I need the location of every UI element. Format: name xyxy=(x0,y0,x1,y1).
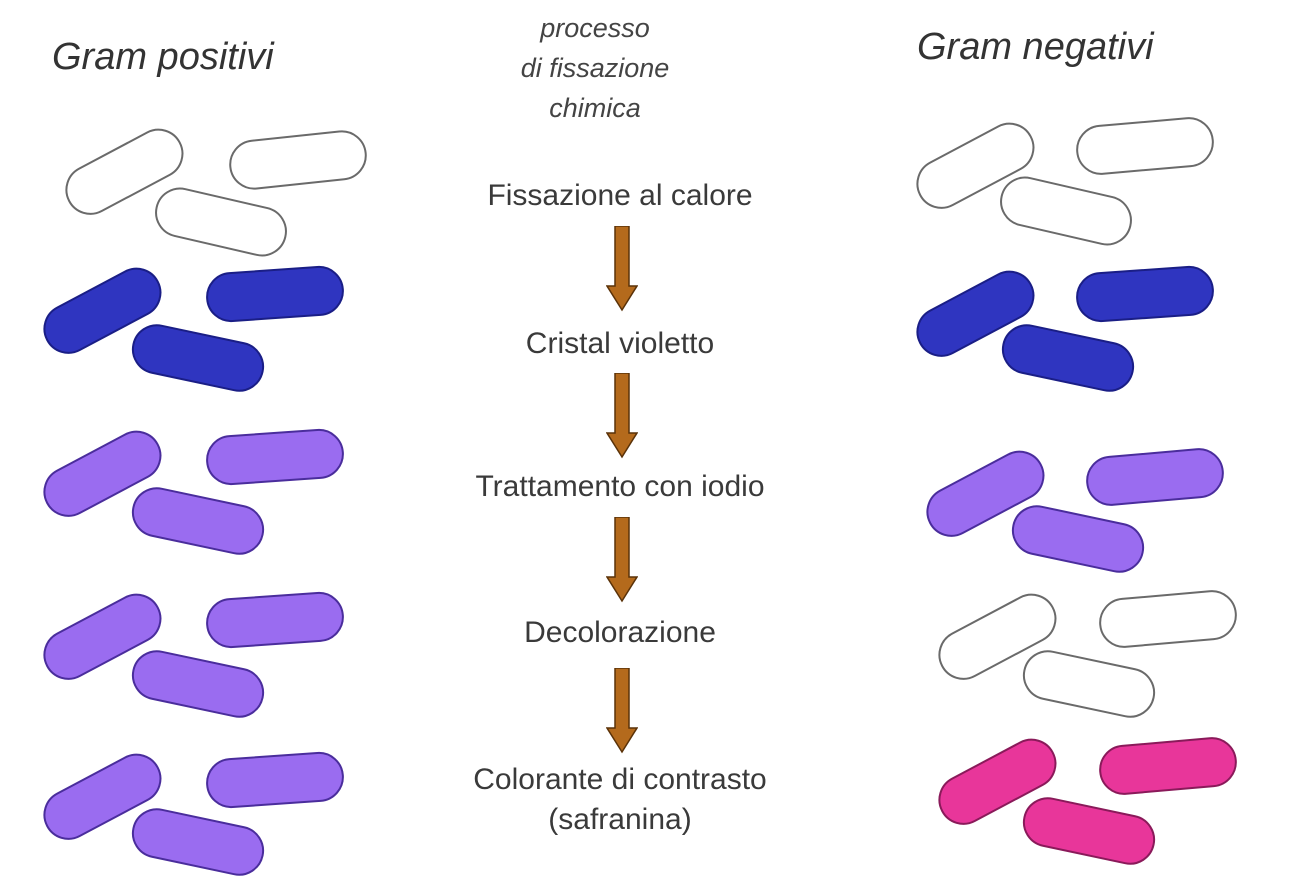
gram-positive-cluster xyxy=(43,591,344,718)
bacterium-rod xyxy=(206,265,344,323)
bacterium-rod xyxy=(916,270,1035,357)
gram-negative-cluster xyxy=(938,590,1237,718)
arrow-shape xyxy=(606,668,638,754)
bacterium-rod xyxy=(1022,650,1156,718)
bacterium-rod xyxy=(43,753,162,840)
gram-positive-cluster xyxy=(43,265,344,392)
step-heat-fixation: Fissazione al calore xyxy=(487,179,753,212)
bacterium-rod xyxy=(1076,265,1214,323)
bacterium-rod xyxy=(1099,737,1237,795)
bacterium-rod xyxy=(65,128,184,215)
step-crystal-violet: Cristal violetto xyxy=(525,327,715,360)
bacterium-rod xyxy=(1022,797,1156,865)
step-counterstain-sublabel: (safranina) xyxy=(548,803,692,836)
process-label: processo di fissazione chimica xyxy=(430,8,760,128)
bacterium-rod xyxy=(206,591,344,649)
gram-negative-cluster xyxy=(916,265,1214,392)
gram-negative-title: Gram negativi xyxy=(917,26,1154,68)
bacterium-rod xyxy=(131,487,265,555)
bacterium-rod xyxy=(938,738,1057,825)
bacterium-rod xyxy=(1086,448,1224,506)
bacterium-rod xyxy=(926,450,1045,537)
step-iodine-treatment: Trattamento con iodio xyxy=(475,470,765,503)
gram-positive-cluster xyxy=(43,428,344,555)
process-label-line-2: di fissazione xyxy=(520,53,670,83)
bacterium-rod xyxy=(1001,324,1135,392)
bacterium-rod xyxy=(206,428,344,486)
step-decolorization: Decolorazione xyxy=(524,616,716,649)
gram-negative-cluster xyxy=(926,448,1224,573)
down-arrow-icon xyxy=(606,373,638,459)
down-arrow-icon xyxy=(606,668,638,754)
gram-negative-cluster xyxy=(916,117,1214,246)
bacterium-rod xyxy=(131,650,265,718)
bacterium-rod xyxy=(1099,590,1237,648)
gram-positive-cluster xyxy=(43,751,344,876)
bacterium-rod xyxy=(1000,176,1132,246)
down-arrow-icon xyxy=(606,226,638,312)
bacterium-rod xyxy=(938,593,1057,680)
gram-positive-title: Gram positivi xyxy=(52,36,274,78)
process-label-line-1: processo xyxy=(540,13,650,43)
bacterium-rod xyxy=(1076,117,1214,175)
step-counterstain: Colorante di contrasto (safranina) xyxy=(400,760,840,840)
bacterium-rod xyxy=(916,122,1035,209)
bacterium-rod xyxy=(155,187,287,257)
gram-negative-cluster xyxy=(938,737,1237,865)
bacterium-rod xyxy=(1011,505,1145,573)
bacterium-rod xyxy=(206,751,344,809)
gram-positive-cluster xyxy=(65,128,367,257)
step-counterstain-label: Colorante di contrasto xyxy=(473,763,767,796)
down-arrow-icon xyxy=(606,517,638,603)
bacterium-rod xyxy=(229,130,367,190)
arrow-shape xyxy=(606,226,638,312)
process-label-line-3: chimica xyxy=(549,93,641,123)
bacterium-rod xyxy=(131,324,265,392)
arrow-shape xyxy=(606,517,638,603)
bacterium-rod xyxy=(43,430,162,517)
bacterium-rod xyxy=(43,593,162,680)
bacterium-rod xyxy=(131,808,265,876)
arrow-shape xyxy=(606,373,638,459)
bacterium-rod xyxy=(43,267,162,354)
